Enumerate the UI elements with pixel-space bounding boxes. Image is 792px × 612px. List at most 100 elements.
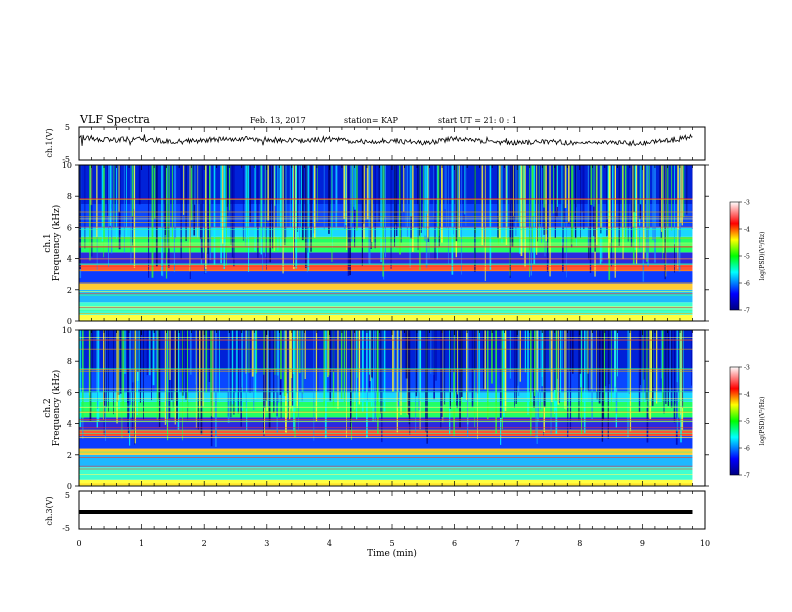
spectrogram-streak	[246, 330, 248, 431]
spectrogram-line	[79, 405, 693, 407]
spectrogram-line	[79, 263, 693, 265]
spectrogram-streak	[558, 330, 560, 404]
spectrogram-streak	[265, 330, 267, 402]
spectrogram-line	[79, 398, 693, 400]
spectrogram-line	[79, 391, 693, 393]
spectrogram-line	[79, 368, 693, 370]
spectrogram-streak	[659, 330, 661, 391]
ch1-colorbar	[729, 201, 740, 311]
spectrogram-streak	[441, 330, 443, 417]
spectrogram-streak	[323, 330, 325, 416]
spectrogram-streak	[378, 165, 380, 222]
spectrogram-streak	[433, 330, 435, 400]
spectrogram-streak	[314, 165, 316, 238]
spectrogram-streak	[474, 330, 476, 370]
spectrogram-streak	[527, 330, 529, 415]
spec-ytick-label: 6	[67, 223, 72, 232]
spectrogram-streak	[262, 165, 263, 272]
spectrogram-band	[79, 271, 693, 284]
spectrogram-streak	[572, 165, 574, 241]
spectrogram-streak	[237, 330, 239, 414]
spectrogram-streak	[155, 165, 158, 267]
spectrogram-streak	[412, 165, 414, 252]
spectrogram-streak	[609, 165, 611, 243]
ch2-spec-ylabel: Frequency (kHz)	[51, 370, 62, 447]
spectrogram-streak	[611, 330, 612, 411]
spectrogram-line	[79, 216, 693, 218]
spectrogram-line	[79, 295, 693, 296]
spectrogram-streak	[276, 330, 278, 433]
spectrogram-streak	[344, 165, 347, 225]
spectrogram-streak	[601, 165, 603, 262]
spectrogram-line	[79, 199, 693, 200]
spectrogram-streak	[606, 165, 608, 237]
spectrogram-streak	[126, 165, 127, 237]
spectrogram-streak	[283, 330, 286, 372]
spectrogram-streak	[343, 330, 346, 402]
spectrogram-line	[79, 229, 693, 230]
spectrogram-streak	[185, 330, 187, 400]
spectrogram-streak	[197, 165, 199, 238]
spectrogram-streak	[393, 330, 396, 393]
spectrogram-streak	[667, 330, 669, 407]
spectrogram-streak	[171, 330, 173, 401]
spectrogram-line	[79, 348, 693, 350]
spectrogram-streak	[572, 330, 574, 374]
spectrogram-streak	[656, 330, 658, 404]
spectrogram-streak	[624, 165, 627, 238]
spectrogram-streak	[495, 330, 497, 434]
spectrogram-line	[79, 337, 693, 338]
spectrogram-streak	[335, 165, 337, 227]
spectrogram-line	[79, 237, 693, 239]
spectrogram-streak	[371, 330, 373, 378]
spectrogram-streak	[497, 165, 499, 238]
spectrogram-streak	[499, 165, 501, 239]
spectrogram-streak	[248, 165, 250, 272]
spectrogram-streak	[171, 165, 173, 243]
spectrogram-streak	[124, 330, 126, 374]
spectrogram-line	[79, 399, 693, 401]
spectrogram-streak	[673, 330, 676, 423]
spectrogram-band	[79, 289, 693, 303]
spectrogram-streak	[350, 330, 352, 424]
spectrogram-streak	[277, 330, 280, 403]
date-label: Feb. 13, 2017	[250, 116, 306, 125]
spectrogram-streak	[205, 330, 208, 393]
spectrogram-line	[79, 388, 693, 390]
spectrogram-streak	[195, 330, 196, 385]
colorbar-tick-label: -7	[744, 473, 750, 480]
spectrogram-streak	[504, 330, 507, 411]
spectrogram-streak	[419, 165, 421, 271]
spectrogram-streak	[536, 165, 538, 255]
spectrogram-streak	[383, 330, 386, 412]
spectrogram-streak	[459, 330, 461, 428]
spectrogram-streak	[425, 165, 428, 268]
spectrogram-streak	[396, 330, 398, 433]
x-tick-label: 4	[327, 539, 332, 548]
spectrogram-streak	[84, 165, 86, 249]
spectrogram-streak	[200, 330, 203, 435]
spectrogram-streak	[648, 165, 650, 230]
spectrogram-streak	[509, 165, 511, 278]
spectrogram-streak	[361, 165, 363, 266]
spectrogram-streak	[156, 330, 158, 420]
spectrogram-streak	[399, 165, 401, 255]
spectrogram-streak	[346, 330, 347, 438]
spectrogram-line	[79, 211, 693, 213]
spectrogram-streak	[441, 165, 443, 243]
spectrogram-streak	[594, 165, 596, 252]
spectrogram-streak	[129, 330, 132, 405]
spectrogram-streak	[263, 330, 265, 375]
spectrogram-line	[79, 246, 693, 247]
spectrogram-streak	[595, 165, 597, 227]
spectrogram-streak	[149, 330, 151, 376]
spectrogram-streak	[418, 330, 421, 411]
spectrogram-streak	[405, 330, 408, 379]
spectrogram-streak	[137, 330, 139, 372]
spectrogram-streak	[463, 165, 465, 221]
spectrogram-streak	[678, 165, 681, 272]
spectrogram-streak	[165, 330, 168, 424]
spectrogram-streak	[451, 165, 454, 275]
spectrogram-streak	[541, 330, 543, 378]
spectrogram-streak	[370, 165, 372, 249]
